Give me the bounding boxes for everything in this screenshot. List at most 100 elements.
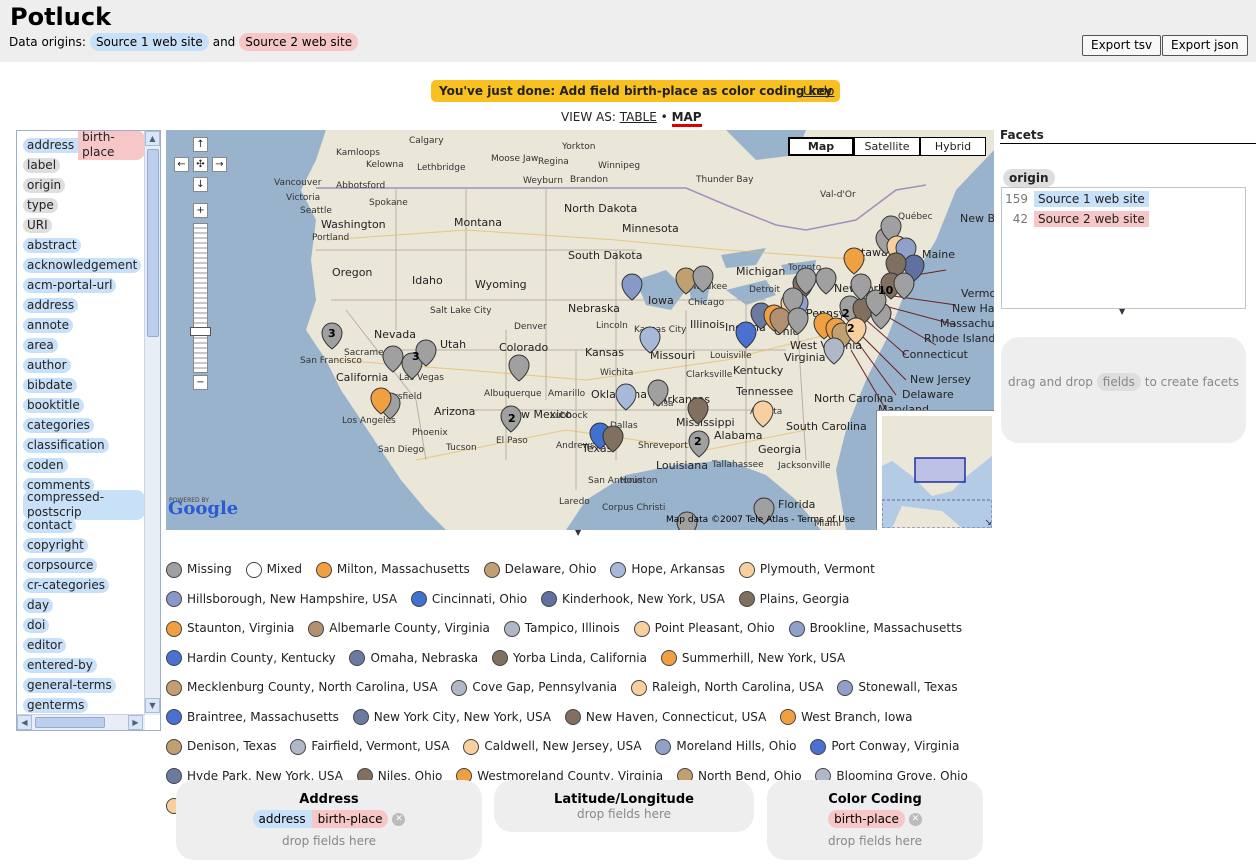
field-item[interactable]: booktitle <box>23 395 145 415</box>
address-drop-zone[interactable]: Address address birth-place ✕ drop fields … <box>176 780 482 860</box>
latlng-drop-zone[interactable]: Latitude/Longitude drop fields here <box>494 780 754 832</box>
export-json-button[interactable]: Export json <box>1162 35 1248 56</box>
map-marker[interactable] <box>382 345 404 373</box>
address-field-address[interactable]: address <box>252 810 312 828</box>
field-pill[interactable]: coden <box>23 457 68 473</box>
map-marker[interactable] <box>508 354 530 382</box>
legend-item[interactable]: Missing <box>166 557 232 582</box>
map-marker[interactable] <box>692 265 714 293</box>
field-item[interactable]: URI <box>23 215 145 235</box>
map-marker[interactable] <box>893 272 915 300</box>
field-item-address-birthplace[interactable]: address birth-place <box>23 131 145 160</box>
legend-item[interactable]: Caldwell, New Jersey, USA <box>463 734 642 759</box>
legend-item[interactable]: Moreland Hills, Ohio <box>655 734 797 759</box>
overview-toggle-icon[interactable]: ↘ <box>984 518 992 528</box>
facet-value[interactable]: Source 2 web site <box>1034 211 1149 227</box>
field-item[interactable]: annote <box>23 315 145 335</box>
field-pill[interactable]: entered-by <box>23 657 97 673</box>
map-type-map-button[interactable]: Map <box>788 137 854 156</box>
view-map-link[interactable]: MAP <box>671 110 702 127</box>
undo-link[interactable]: Undo <box>803 84 835 98</box>
legend-item[interactable]: Tampico, Illinois <box>503 616 620 641</box>
vertical-scrollbar[interactable]: ▲ ▼ <box>144 131 160 715</box>
field-item[interactable]: entered-by <box>23 655 145 675</box>
zoom-out-icon[interactable]: − <box>193 375 208 390</box>
map-marker[interactable] <box>845 317 867 345</box>
legend-item[interactable]: Hardin County, Kentucky <box>166 646 336 671</box>
field-pill[interactable]: author <box>23 357 71 373</box>
legend-item[interactable]: Stonewall, Texas <box>837 675 958 700</box>
google-logo[interactable]: Google <box>168 498 239 519</box>
overview-map[interactable]: ↘ <box>876 410 994 530</box>
map-marker[interactable] <box>647 379 669 407</box>
legend-item[interactable]: Mixed <box>245 557 302 582</box>
facet-name-origin[interactable]: origin <box>1003 169 1055 187</box>
pan-center-icon[interactable]: ✣ <box>193 157 208 172</box>
map-marker[interactable] <box>787 307 809 335</box>
field-item[interactable]: origin <box>23 175 145 195</box>
legend-item[interactable]: Braintree, Massachusetts <box>166 705 339 730</box>
field-pill[interactable]: comments <box>23 477 95 493</box>
pan-left-icon[interactable]: ← <box>174 157 189 172</box>
legend-item[interactable]: Cincinnati, Ohio <box>410 587 527 612</box>
field-item[interactable]: acknowledgement <box>23 255 145 275</box>
remove-address-fields-icon[interactable]: ✕ <box>392 813 406 826</box>
map-marker[interactable] <box>401 352 423 380</box>
legend-item[interactable]: Denison, Texas <box>166 734 277 759</box>
origin-source-2[interactable]: Source 2 web site <box>239 33 359 51</box>
field-pill[interactable]: categories <box>23 417 94 433</box>
pan-up-icon[interactable]: ↑ <box>193 137 208 152</box>
map-marker[interactable] <box>843 247 865 275</box>
field-item[interactable]: acm-portal-url <box>23 275 145 295</box>
map-marker[interactable] <box>865 289 887 317</box>
map-marker[interactable] <box>795 267 817 295</box>
facet-row[interactable]: 42 Source 2 web site <box>1002 209 1149 229</box>
legend-item[interactable]: New York City, New York, USA <box>352 705 551 730</box>
map-marker[interactable] <box>688 430 710 458</box>
legend-item[interactable]: Raleigh, North Carolina, USA <box>630 675 824 700</box>
field-item[interactable]: copyright <box>23 535 145 555</box>
map-marker[interactable] <box>823 337 845 365</box>
field-item[interactable]: bibdate <box>23 375 145 395</box>
field-item[interactable]: day <box>23 595 145 615</box>
vertical-scroll-thumb[interactable] <box>147 149 159 337</box>
legend-item[interactable]: Albemarle County, Virginia <box>308 616 490 641</box>
map-markers[interactable]: 3 3 2 2 2 2 10 <box>321 215 925 530</box>
legend-item[interactable]: Yorba Linda, California <box>491 646 647 671</box>
map-marker[interactable] <box>621 273 643 301</box>
color-coding-drop-zone[interactable]: Color Coding birth-place ✕ drop fields he… <box>767 780 983 860</box>
map-view[interactable]: Washington Oregon Idaho Montana Wyoming … <box>166 130 994 530</box>
field-item[interactable]: cr-categories <box>23 575 145 595</box>
field-pill[interactable]: address <box>23 297 79 313</box>
field-pill[interactable]: bibdate <box>23 377 77 393</box>
legend-item[interactable]: Brookline, Massachusetts <box>788 616 962 641</box>
map-marker[interactable] <box>415 339 437 367</box>
pan-right-icon[interactable]: → <box>212 157 227 172</box>
field-item[interactable]: categories <box>23 415 145 435</box>
scroll-right-arrow-icon[interactable]: ▶ <box>128 715 143 730</box>
field-item[interactable]: area <box>23 335 145 355</box>
field-item[interactable]: editor <box>23 635 145 655</box>
facet-collapse-caret-icon[interactable]: ▼ <box>1119 307 1126 316</box>
field-item[interactable]: comments <box>23 475 145 495</box>
map-marker[interactable] <box>850 273 872 301</box>
overview-map-inner[interactable] <box>882 416 992 528</box>
scroll-down-arrow-icon[interactable]: ▼ <box>145 698 160 713</box>
color-field-birth-place[interactable]: birth-place <box>828 810 905 828</box>
legend-item[interactable]: Plymouth, Vermont <box>738 557 875 582</box>
field-pill-address[interactable]: address <box>23 137 79 153</box>
field-pill[interactable]: contact <box>23 517 76 533</box>
field-pill[interactable]: annote <box>23 317 73 333</box>
field-item[interactable]: label <box>23 155 145 175</box>
facet-value[interactable]: Source 1 web site <box>1034 191 1149 207</box>
field-pill[interactable]: origin <box>23 177 66 193</box>
field-item[interactable]: contact <box>23 515 145 535</box>
field-pill[interactable]: type <box>23 197 58 213</box>
legend-item[interactable]: Point Pleasant, Ohio <box>633 616 775 641</box>
field-item[interactable]: address <box>23 295 145 315</box>
field-item[interactable]: corpsource <box>23 555 145 575</box>
field-pill[interactable]: copyright <box>23 537 88 553</box>
map-marker[interactable] <box>321 322 343 350</box>
field-pill[interactable]: classification <box>23 437 109 453</box>
field-pill[interactable]: acknowledgement <box>23 257 142 273</box>
